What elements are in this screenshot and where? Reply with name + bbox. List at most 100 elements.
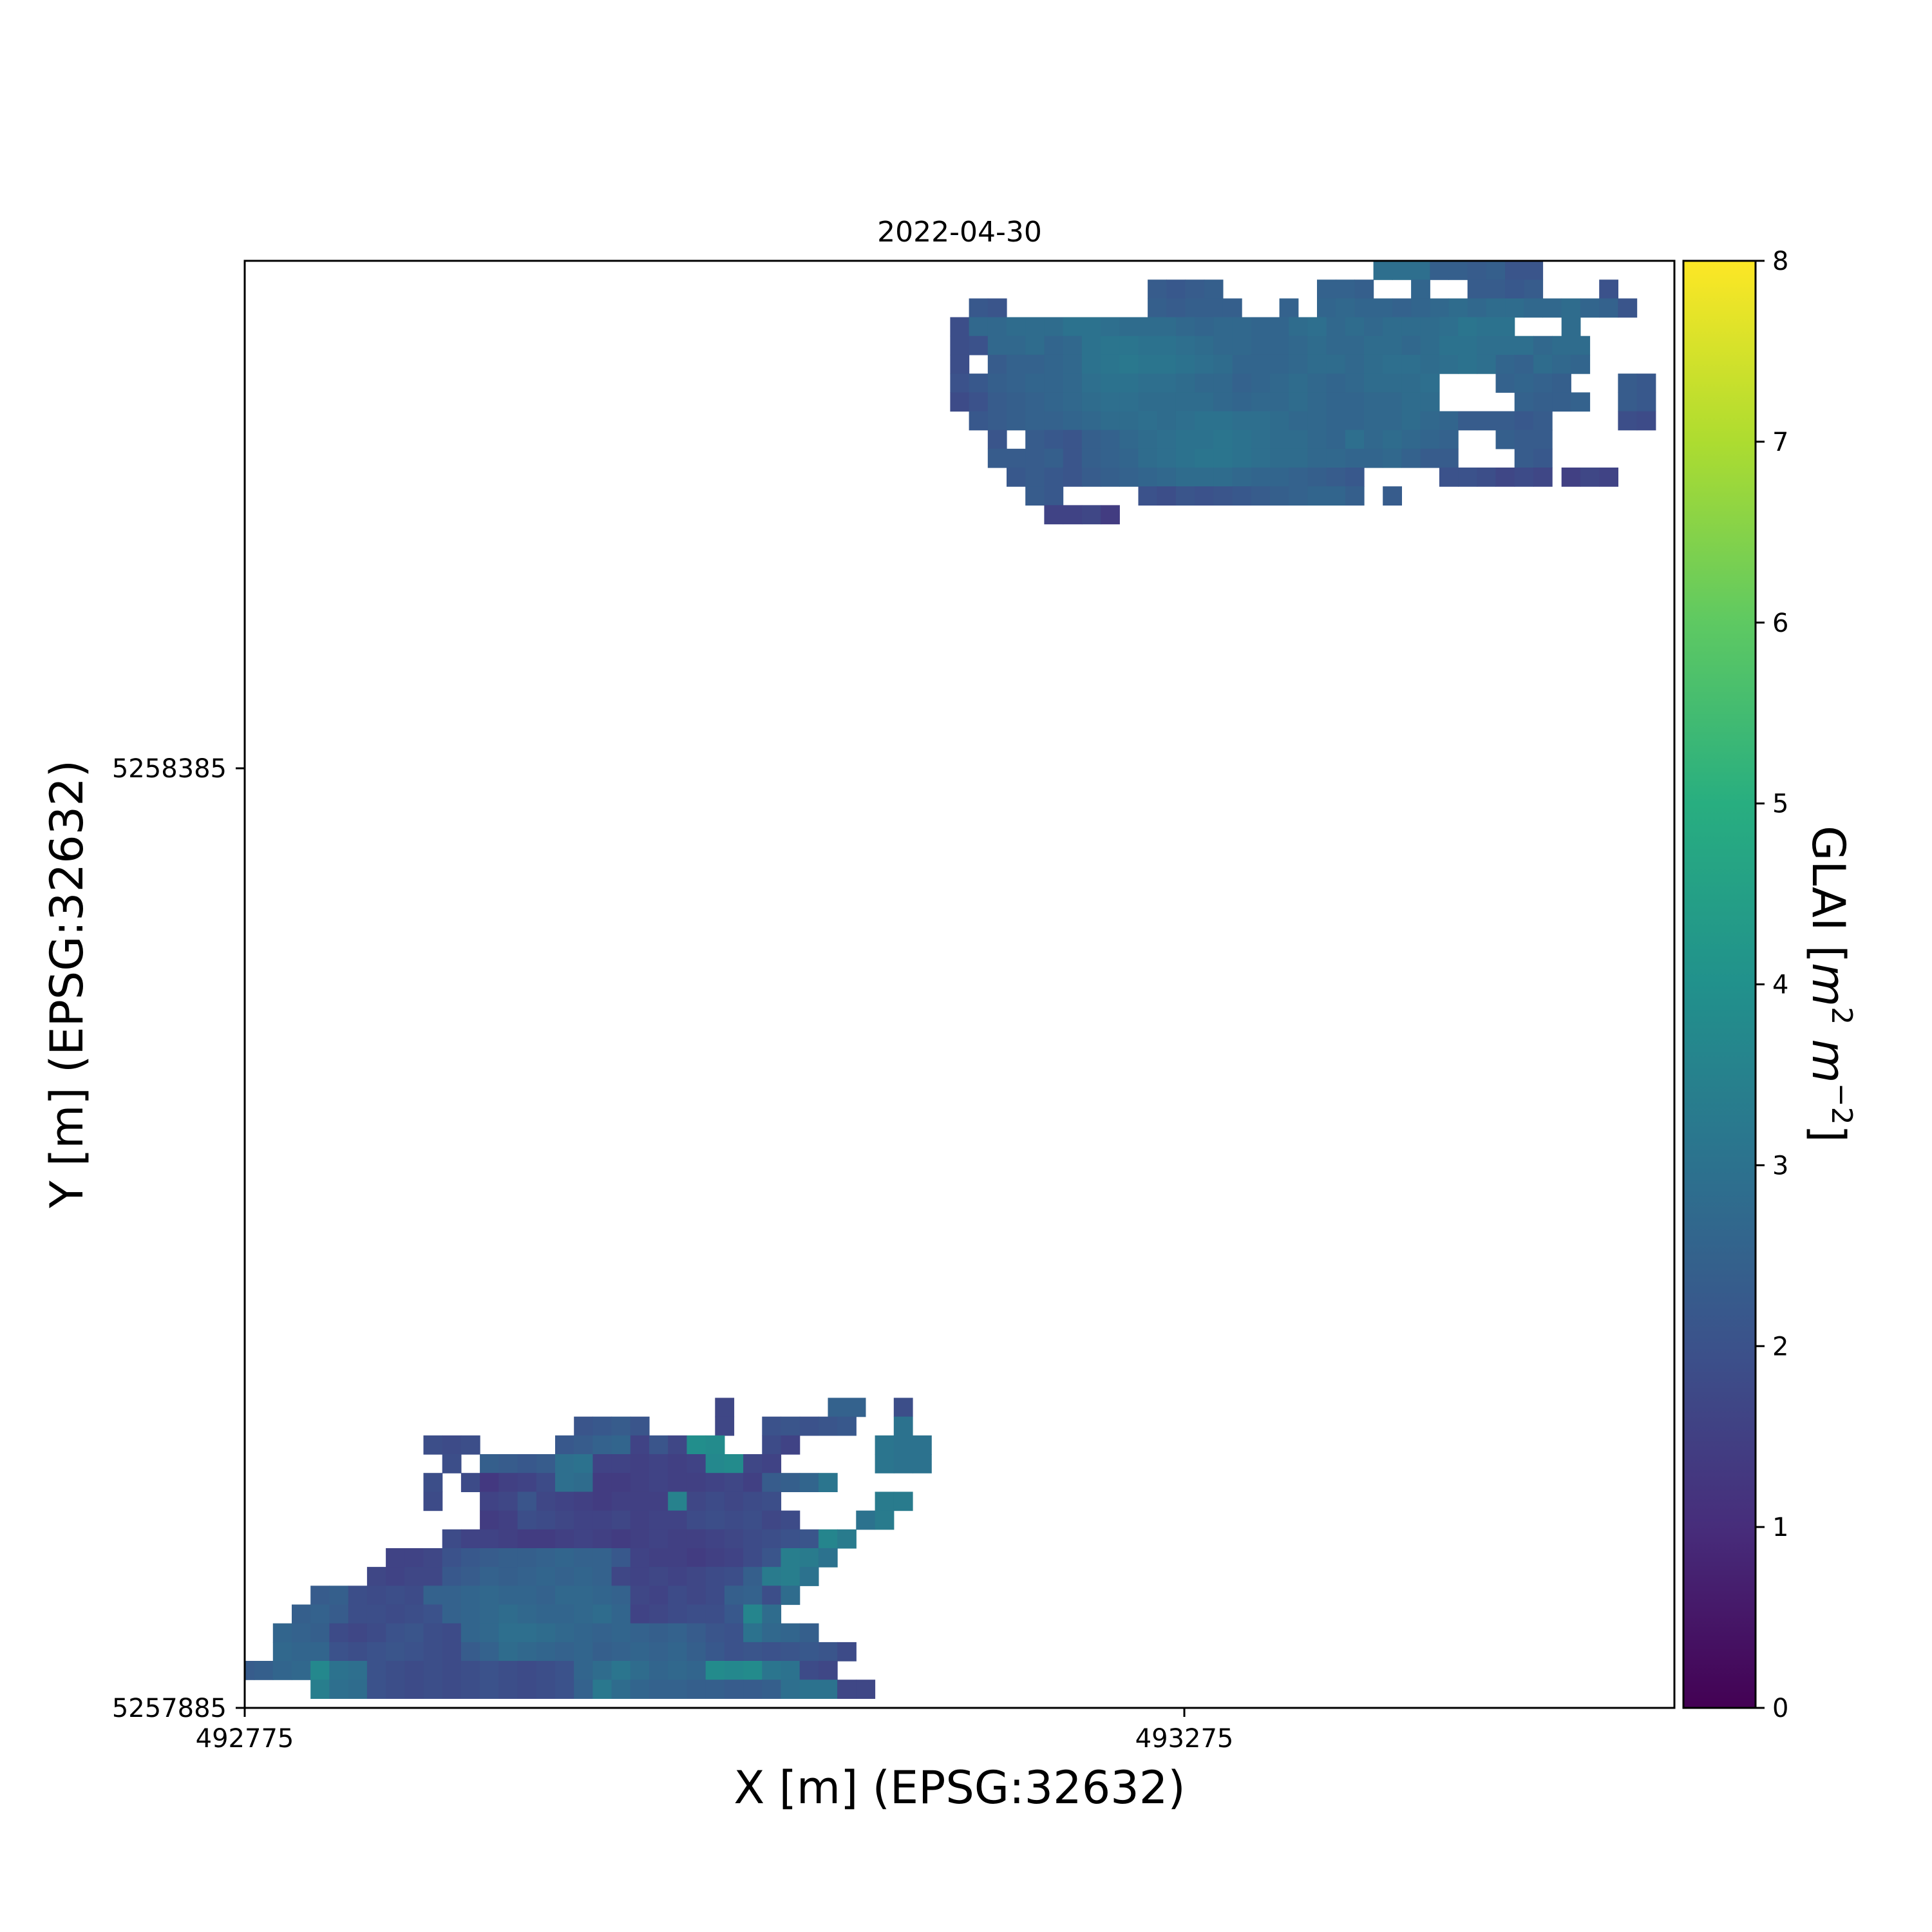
heatmap-cell [724,1623,744,1643]
heatmap-cell [574,1473,593,1492]
heatmap-cell [498,1642,518,1662]
heatmap-cell [517,1661,537,1680]
heatmap-cell [837,1680,857,1699]
heatmap-cell [536,1548,556,1567]
colorbar-label: GLAI [m2 m−2] [1802,826,1858,1142]
heatmap-cell [480,1661,499,1680]
heatmap-cell [480,1510,499,1530]
heatmap-cell [1307,486,1327,506]
heatmap-cell [781,1473,800,1492]
heatmap-cell [555,1642,574,1662]
heatmap-cell [386,1623,405,1643]
heatmap-cell [1251,411,1271,431]
heatmap-cell [1270,486,1289,506]
heatmap-cell [536,1454,556,1473]
heatmap-cell [1571,392,1591,412]
heatmap-cell [1354,279,1374,299]
heatmap-cell [649,1604,668,1624]
heatmap-cell [1364,392,1383,412]
heatmap-cell [875,1454,895,1473]
heatmap-cell [498,1567,518,1586]
heatmap-cell [1514,374,1534,393]
heatmap-cell [611,1604,631,1624]
heatmap-cell [1401,317,1421,337]
heatmap-cell [555,1492,574,1511]
heatmap-cell [893,1397,913,1417]
heatmap-cell [1599,298,1618,318]
heatmap-cell [574,1529,593,1549]
heatmap-cell [799,1642,819,1662]
heatmap-cell [724,1680,744,1699]
heatmap-cell [1222,298,1242,318]
heatmap-cell [762,1510,782,1530]
heatmap-cell [630,1567,650,1586]
heatmap-cell [705,1680,725,1699]
heatmap-cell [386,1680,405,1699]
heatmap-cell [498,1604,518,1624]
heatmap-cell [1514,392,1534,412]
heatmap-cell [592,1661,612,1680]
heatmap-cell [272,1623,292,1643]
heatmap-cell [893,1454,913,1473]
heatmap-cell [705,1586,725,1605]
heatmap-cell [1270,354,1289,374]
heatmap-cell [893,1435,913,1455]
heatmap-cell [893,1416,913,1436]
heatmap-cell [781,1548,800,1567]
heatmap-cell [1373,298,1393,318]
heatmap-cell [1101,336,1120,355]
heatmap-cell [611,1623,631,1643]
heatmap-cell [348,1586,368,1605]
colorbar-tick-label: 7 [1772,428,1788,457]
heatmap-cell [1204,279,1224,299]
heatmap-cell [574,1642,593,1662]
heatmap-cell [1383,374,1402,393]
heatmap-cell [1101,468,1120,487]
heatmap-cell [1618,298,1638,318]
colorbar-tick-label: 1 [1772,1513,1788,1542]
heatmap-cell [1505,279,1524,299]
heatmap-cell [1364,374,1383,393]
heatmap-cell [1636,411,1656,431]
heatmap-cell [611,1680,631,1699]
heatmap-cell [498,1454,518,1473]
heatmap-cell [498,1492,518,1511]
heatmap-cell [386,1604,405,1624]
heatmap-cell [1524,298,1544,318]
heatmap-cell [649,1661,668,1680]
heatmap-cell [498,1510,518,1530]
heatmap-cell [1166,279,1186,299]
heatmap-cell [611,1435,631,1455]
heatmap-cell [781,1529,800,1549]
heatmap-cell [781,1416,800,1436]
colorbar-tick-label: 5 [1772,790,1788,819]
heatmap-cell [1007,354,1026,374]
heatmap-cell [1025,468,1045,487]
heatmap-cell [1081,317,1101,337]
heatmap-cell [987,430,1007,450]
heatmap-cell [1561,317,1581,337]
heatmap-cell [875,1492,895,1511]
heatmap-cell [1025,430,1045,450]
heatmap-cell [1175,392,1195,412]
heatmap-cell [1307,354,1327,374]
heatmap-cell [1195,317,1214,337]
heatmap-cell [1448,298,1468,318]
heatmap-cell [1326,336,1346,355]
heatmap-cell [1477,336,1497,355]
heatmap-cell [781,1680,800,1699]
heatmap-cell [517,1586,537,1605]
heatmap-cell [1514,430,1534,450]
heatmap-cell [1195,411,1214,431]
heatmap-cell [649,1510,668,1530]
heatmap-cell [1007,392,1026,412]
heatmap-cell [1213,336,1233,355]
heatmap-cell [1101,354,1120,374]
heatmap-cell [1514,448,1534,468]
heatmap-cell [1119,336,1139,355]
heatmap-cell [781,1661,800,1680]
heatmap-cell [1063,317,1083,337]
heatmap-cell [1552,374,1571,393]
heatmap-cell [1336,298,1355,318]
heatmap-cell [536,1492,556,1511]
